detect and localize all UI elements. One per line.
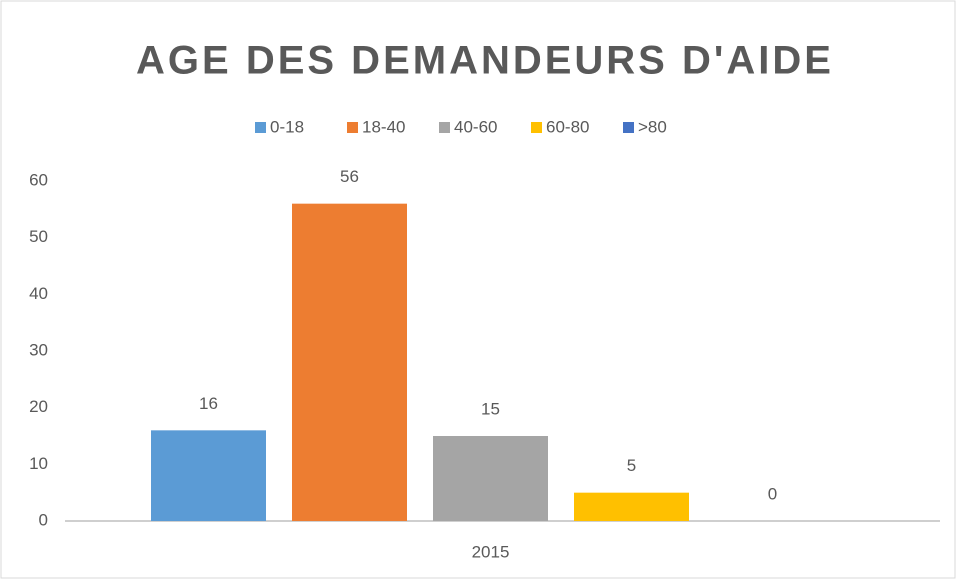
data-label: 0 (768, 484, 777, 503)
bar (433, 436, 548, 521)
legend-label: 0-18 (270, 117, 304, 136)
bar (292, 203, 407, 521)
legend-label: 60-80 (546, 117, 589, 136)
legend-label: 18-40 (362, 117, 405, 136)
legend-swatch (347, 122, 358, 133)
bar (574, 492, 689, 521)
bar (151, 430, 266, 521)
data-label: 5 (627, 456, 636, 475)
legend-swatch (531, 122, 542, 133)
data-label: 15 (481, 399, 500, 418)
x-tick-label: 2015 (472, 542, 510, 561)
data-label: 56 (340, 167, 359, 186)
y-tick-label: 0 (39, 510, 48, 529)
y-tick-label: 10 (29, 454, 48, 473)
legend-swatch (255, 122, 266, 133)
y-tick-label: 20 (29, 397, 48, 416)
chart-title: AGE DES DEMANDEURS D'AIDE (136, 39, 834, 83)
y-tick-label: 60 (29, 170, 48, 189)
legend-label: 40-60 (454, 117, 497, 136)
y-tick-label: 50 (29, 227, 48, 246)
y-tick-label: 30 (29, 340, 48, 359)
y-tick-label: 40 (29, 284, 48, 303)
legend-swatch (623, 122, 634, 133)
legend-label: >80 (638, 117, 667, 136)
data-label: 16 (199, 394, 218, 413)
legend-swatch (439, 122, 450, 133)
